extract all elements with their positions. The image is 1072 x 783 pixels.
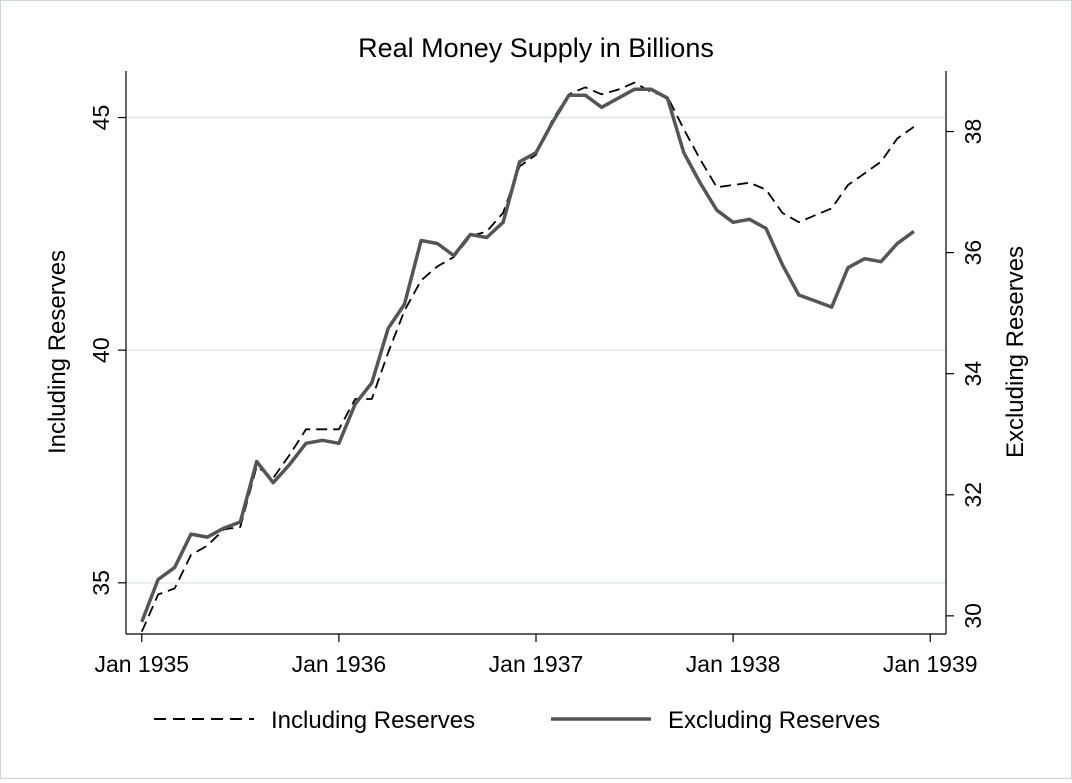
- series-line-including-reserves: [140, 81, 915, 633]
- x-tick-label-4: Jan 1939: [883, 651, 978, 677]
- y-left-tick-label-45: 45: [88, 105, 114, 131]
- series-lines: [140, 81, 915, 633]
- tick-labels: Jan 1935 Jan 1936 Jan 1937 Jan 1938 Jan 1939…: [88, 105, 986, 677]
- y-right-tick-label-38: 38: [960, 119, 986, 145]
- series-line-excluding-reserves: [140, 87, 915, 623]
- x-tick-label-2: Jan 1937: [489, 651, 584, 677]
- y-left-tick-label-40: 40: [88, 337, 114, 363]
- legend-label-excluding-reserves: Excluding Reserves: [668, 707, 880, 734]
- x-tick-label-1: Jan 1936: [292, 651, 387, 677]
- gridlines: [126, 116, 946, 584]
- legend: Including Reserves Excluding Reserves: [154, 707, 880, 734]
- y-right-tick-label-36: 36: [960, 240, 986, 266]
- x-tick-label-3: Jan 1938: [686, 651, 781, 677]
- legend-label-including-reserves: Including Reserves: [271, 707, 475, 734]
- y-axis-right-label: Excluding Reserves: [1002, 246, 1029, 458]
- y-right-tick-label-34: 34: [960, 361, 986, 387]
- y-left-tick-label-35: 35: [88, 570, 114, 596]
- y-axis-left-label: Including Reserves: [44, 250, 71, 454]
- x-tick-label-0: Jan 1935: [94, 651, 189, 677]
- axes: [118, 71, 954, 642]
- chart-title: Real Money Supply in Billions: [358, 33, 714, 63]
- y-right-tick-label-30: 30: [960, 603, 986, 629]
- y-right-tick-label-32: 32: [960, 482, 986, 508]
